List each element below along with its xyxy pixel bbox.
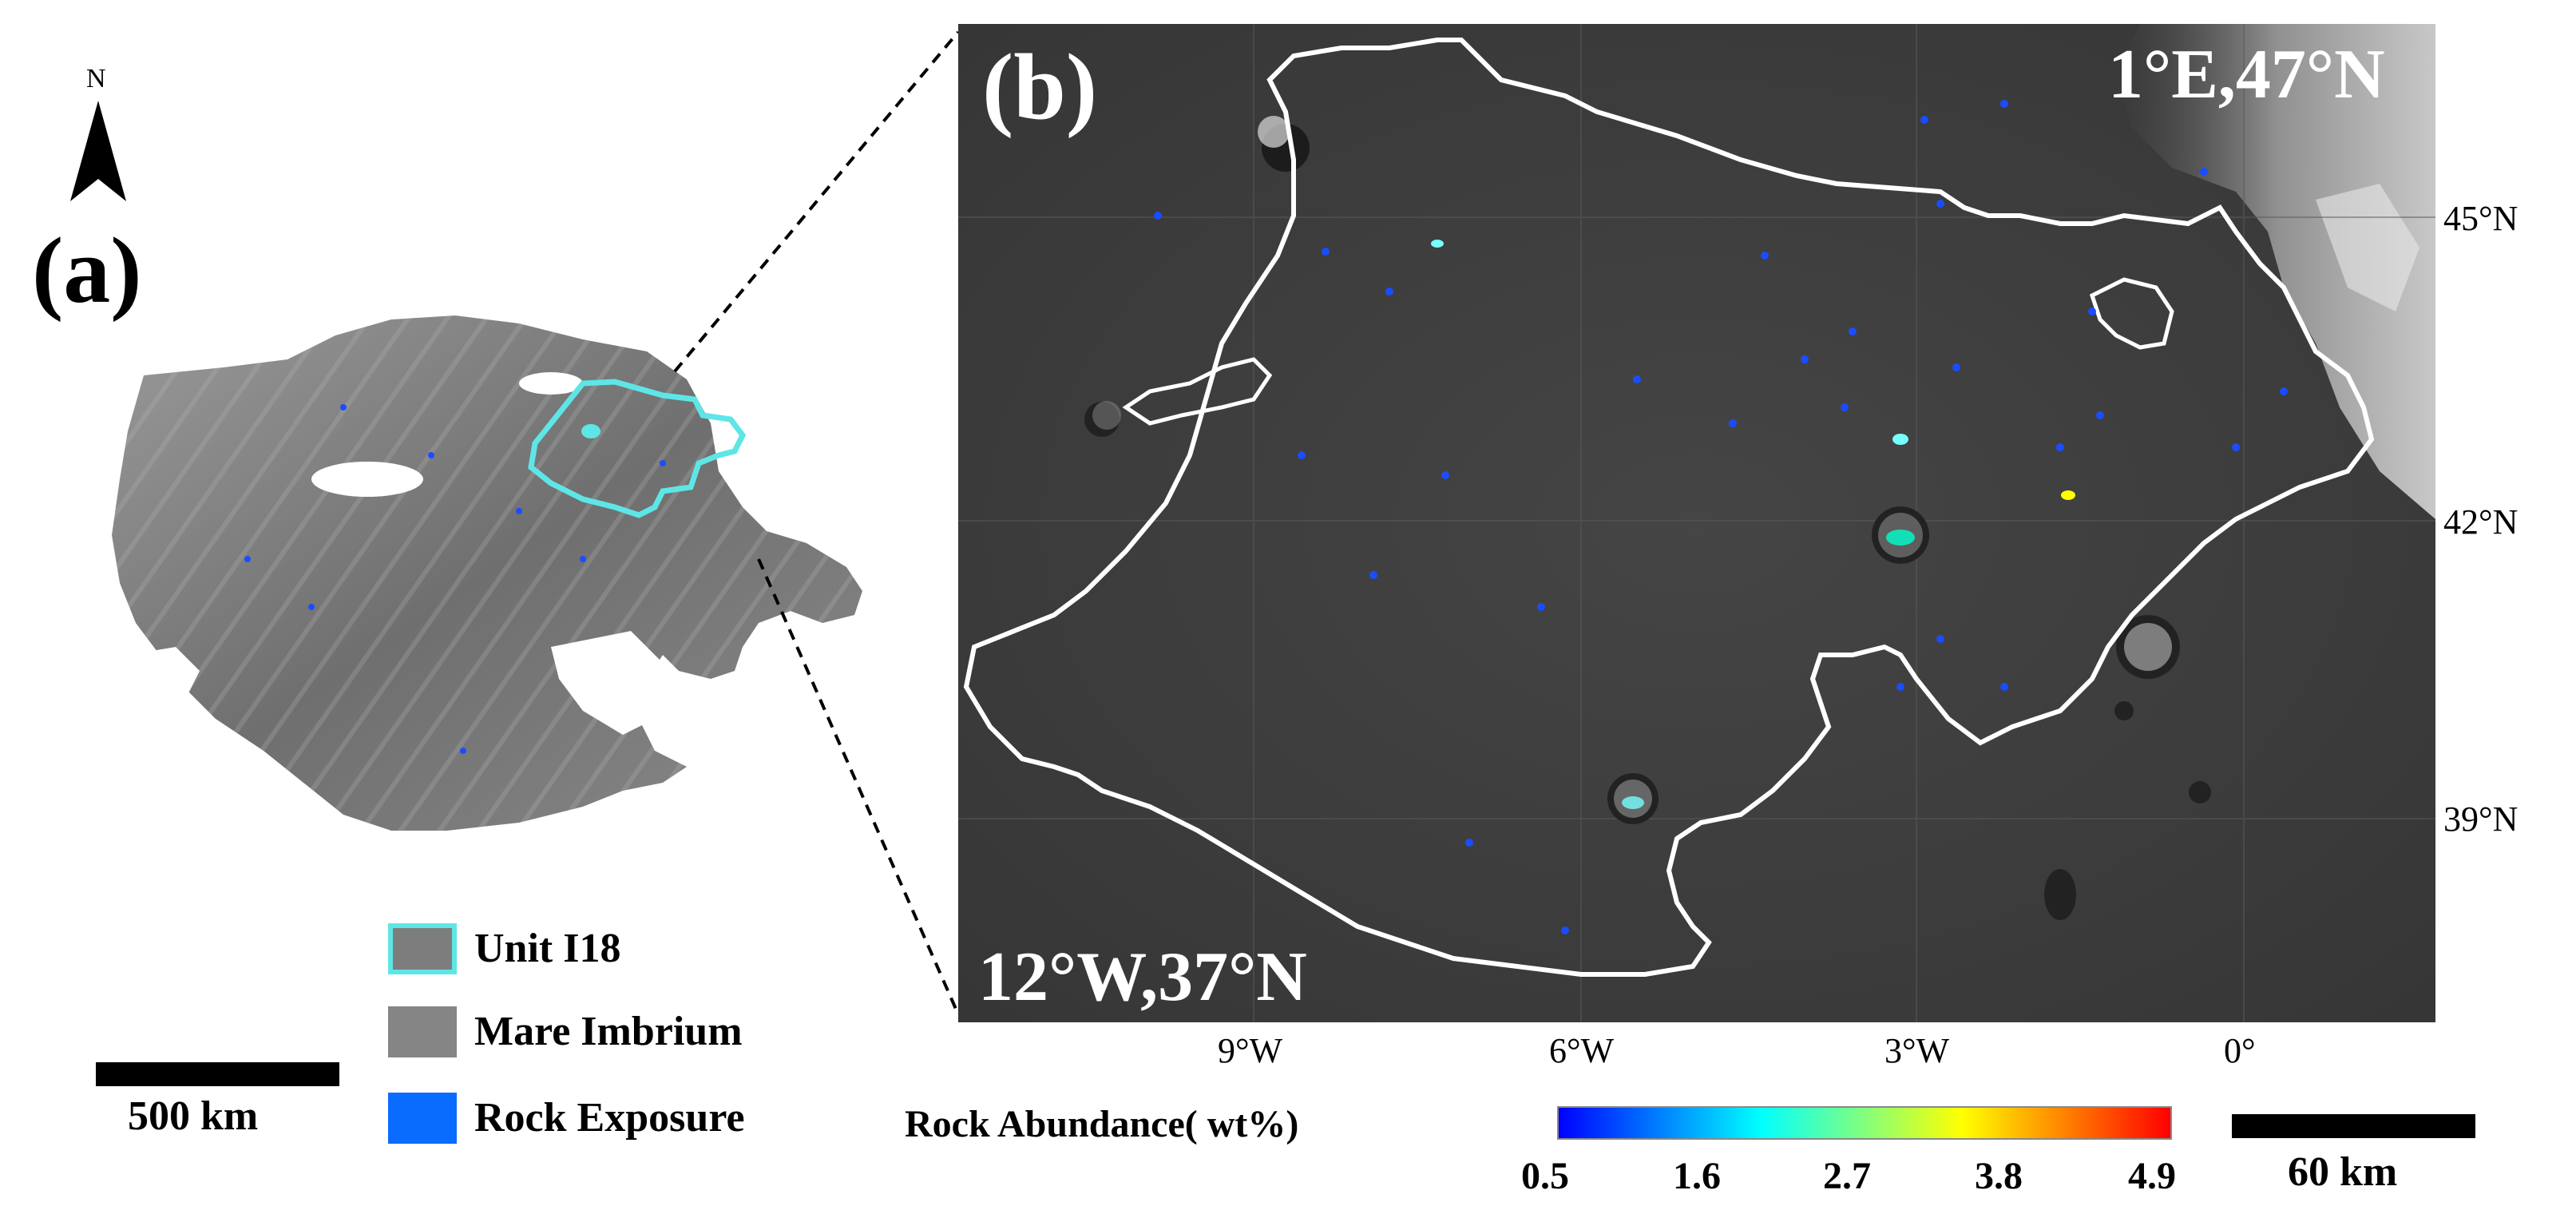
lat-tick-45n: 45°N xyxy=(2443,199,2519,238)
colorbar-title: Rock Abundance( wt%) xyxy=(905,1103,1299,1145)
colorbar-tick-1: 1.6 xyxy=(1673,1155,1721,1197)
lon-tick-6w: 6°W xyxy=(1549,1031,1615,1070)
corner-label-ne: 1°E,47°N xyxy=(2108,36,2385,113)
unit-i18-outline xyxy=(528,379,747,518)
legend: Unit I18 Mare Imbrium Rock Exposure xyxy=(382,918,861,1158)
panel-b-label: (b) xyxy=(982,34,1098,139)
scale-bar-a xyxy=(96,1062,339,1086)
legend-label-mare-imbrium: Mare Imbrium xyxy=(474,1009,743,1054)
colorbar-tick-3: 3.8 xyxy=(1975,1155,2023,1197)
panel-a-label: (a) xyxy=(32,218,142,323)
legend-swatch-rock-exposure xyxy=(388,1093,457,1144)
lat-tick-39n: 39°N xyxy=(2443,799,2519,839)
north-arrow-icon xyxy=(70,101,126,201)
legend-swatch-mare-imbrium xyxy=(388,1006,457,1057)
colorbar-tick-4: 4.9 xyxy=(2128,1155,2176,1197)
mare-imbrium-map xyxy=(112,315,862,831)
colorbar-ramp xyxy=(1557,1106,2172,1140)
unit-boundary xyxy=(963,38,2375,977)
scale-bar-b xyxy=(2232,1114,2475,1138)
colorbar-tick-2: 2.7 xyxy=(1823,1155,1871,1197)
north-label: N xyxy=(86,64,106,93)
legend-label-rock-exposure: Rock Exposure xyxy=(474,1095,745,1141)
north-arrow: N xyxy=(62,64,134,208)
colorbar-tick-0: 0.5 xyxy=(1521,1155,1569,1197)
lat-tick-42n: 42°N xyxy=(2443,502,2519,542)
lon-tick-3w: 3°W xyxy=(1884,1031,1950,1070)
legend-label-unit-i18: Unit I18 xyxy=(474,926,621,971)
scale-bar-b-label: 60 km xyxy=(2288,1149,2398,1195)
corner-label-sw: 12°W,37°N xyxy=(978,938,1307,1016)
legend-swatch-unit-i18 xyxy=(388,923,457,974)
lon-tick-0: 0° xyxy=(2224,1031,2256,1070)
scale-bar-a-label: 500 km xyxy=(128,1093,259,1139)
lon-tick-9w: 9°W xyxy=(1218,1031,1283,1070)
panel-b-map xyxy=(958,24,2435,1022)
